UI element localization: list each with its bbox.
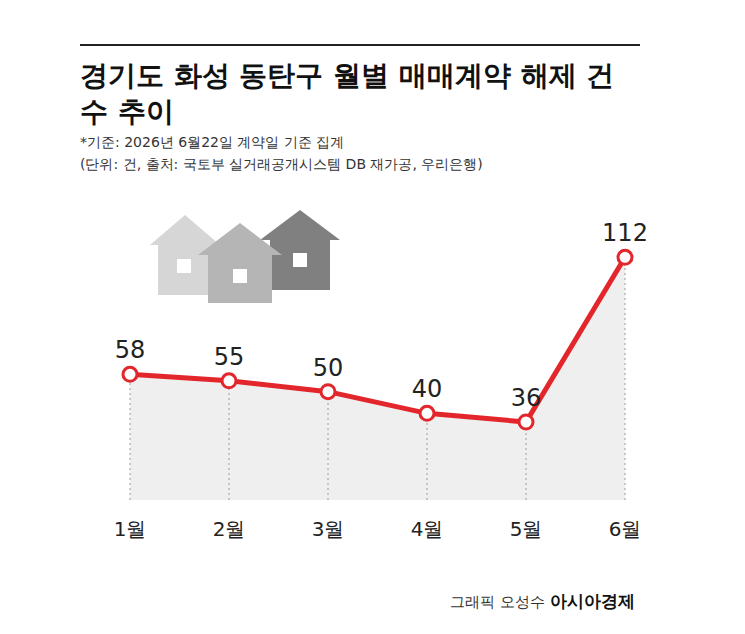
svg-text:5월: 5월 — [510, 517, 543, 541]
svg-text:1월: 1월 — [114, 517, 147, 541]
svg-text:55: 55 — [214, 343, 245, 371]
html-text:경기도 화성 동탄구 월별 매매계약 해제 건수 추이: 경기도 화성 동탄구 월별 매매계약 해제 건수 추이 — [80, 59, 615, 128]
svg-text:112: 112 — [602, 219, 648, 247]
svg-text:3월: 3월 — [312, 517, 345, 541]
html-text:그래픽 오성수 아시아경제: 그래픽 오성수 아시아경제 — [450, 591, 635, 611]
svg-text:6월: 6월 — [609, 517, 642, 541]
svg-text:50: 50 — [313, 354, 344, 382]
svg-text:4월: 4월 — [411, 517, 444, 541]
svg-text:2월: 2월 — [213, 517, 246, 541]
html-text:*기준: 2026년 6월22일 계약일 기준 집계: *기준: 2026년 6월22일 계약일 기준 집계 — [80, 134, 345, 150]
html-text:(단위: 건, 출처: 국토부 실거래공개시스템 DB 재가: (단위: 건, 출처: 국토부 실거래공개시스템 DB 재가공, 우리은행) — [80, 156, 483, 172]
svg-text:36: 36 — [511, 384, 542, 412]
svg-text:58: 58 — [115, 336, 146, 364]
svg-text:40: 40 — [412, 375, 443, 403]
